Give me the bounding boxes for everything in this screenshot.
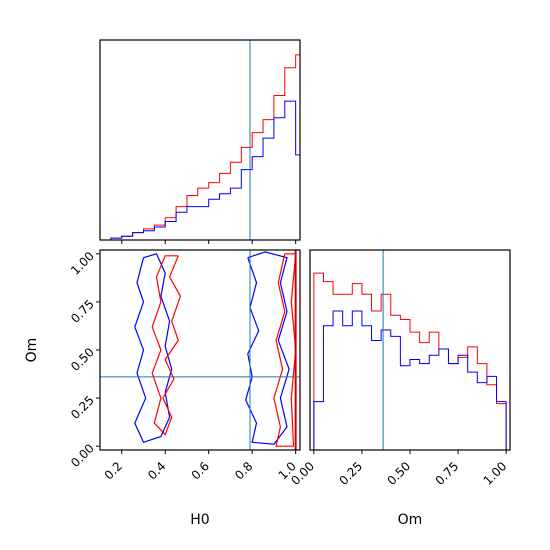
x-tick-label-0: 0.2 [102, 459, 125, 482]
y-tick-label-0: 0.00 [68, 441, 97, 470]
contour-1 [245, 251, 290, 445]
y-tick-label-3: 0.75 [68, 297, 97, 326]
y-axis-label-om: Om [24, 338, 40, 363]
om-x-tick-label-2: 0.50 [385, 459, 414, 488]
om-x-tick-label-1: 0.25 [336, 459, 365, 488]
contour-3 [273, 253, 297, 447]
h0-histogram-panel [99, 39, 301, 244]
om-histogram-series-1 [310, 310, 507, 451]
y-tick-label-4: 1.00 [68, 249, 97, 278]
x-axis-label-h0: H0 [190, 512, 209, 528]
h0-histogram-frame [99, 39, 301, 241]
om-histogram-panel: 0.00 0.25 0.50 0.75 1.00 [288, 249, 511, 488]
y-tick-label-2: 0.50 [68, 345, 97, 374]
contour-0 [134, 253, 173, 444]
h0-om-contour-panel: 0.2 0.4 0.6 0.8 1.00.000.250.500.751.00 [68, 249, 301, 482]
om-histogram-series-0 [310, 272, 507, 451]
om-x-tick-label-4: 1.00 [481, 459, 510, 488]
x-tick-label-1: 0.4 [145, 459, 168, 482]
contour-2 [151, 255, 182, 436]
contour-panel-frame [99, 249, 301, 451]
h0-histogram-series-1 [104, 100, 301, 241]
om-x-tick-label-3: 0.75 [433, 459, 462, 488]
h0-histogram-series-0 [104, 54, 301, 241]
x-tick-label-2: 0.6 [189, 459, 212, 482]
x-axis-label-om: Om [398, 512, 423, 528]
y-tick-label-1: 0.25 [68, 393, 97, 422]
om-histogram-frame [309, 249, 511, 451]
x-tick-label-3: 0.8 [232, 459, 255, 482]
